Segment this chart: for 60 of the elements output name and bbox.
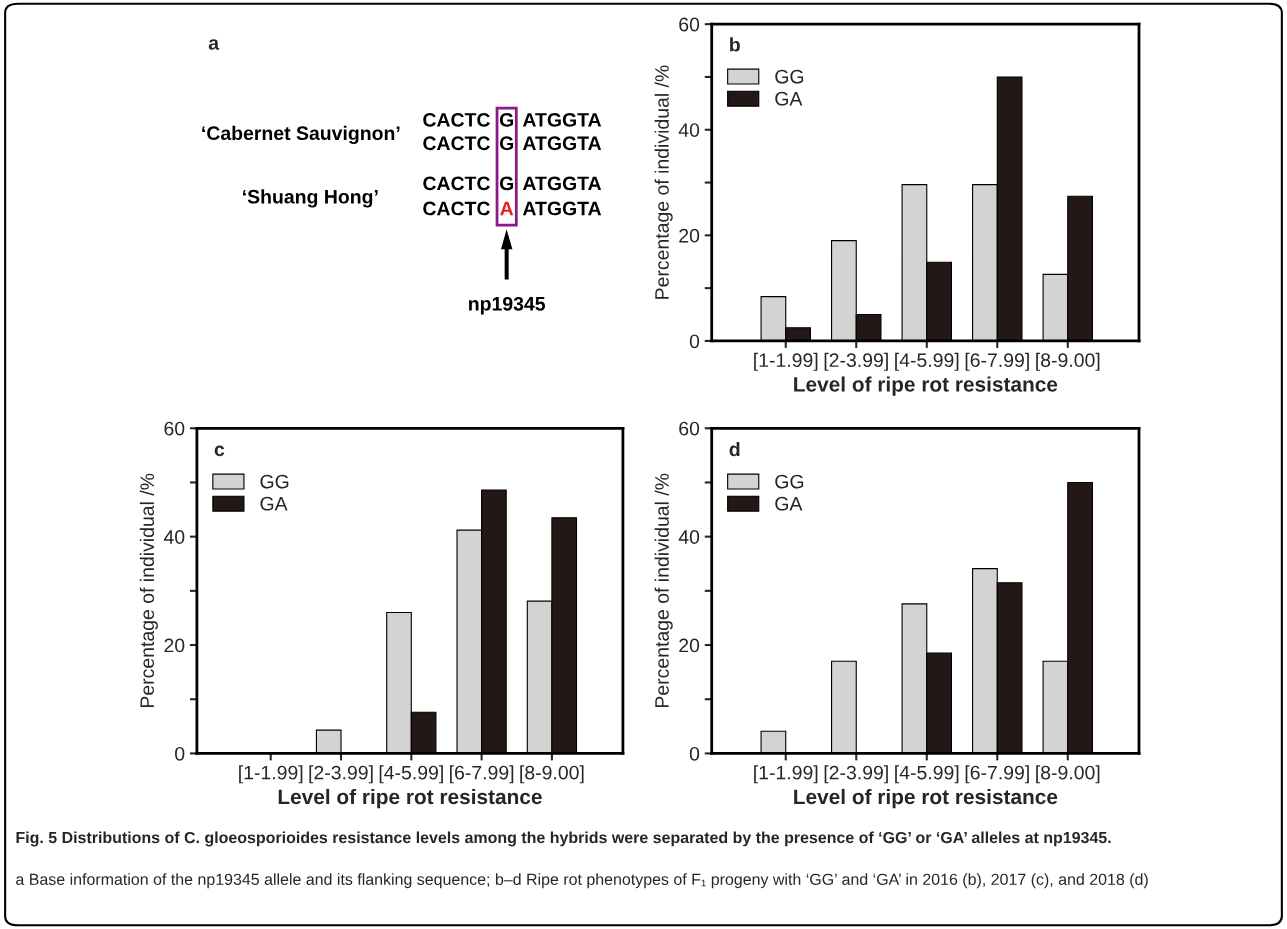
text: ATGGTA (522, 176, 602, 191)
x-axis-title: Level of ripe rot resistance (794, 376, 1058, 396)
x-tick-label: [6-7.99] (965, 765, 1029, 784)
x-tick-label: [1-1.99] (754, 352, 818, 371)
text: a (208, 39, 220, 50)
legend-label: GA (260, 496, 288, 511)
legend-label: GA (775, 91, 803, 106)
text: A (500, 201, 514, 216)
legend-label: GG (775, 474, 804, 489)
x-axis-title: Level of ripe rot resistance (278, 788, 542, 809)
x-tick-label: [8-9.00] (520, 765, 584, 784)
text: np19345 (469, 296, 546, 315)
y-tick-label: 0 (689, 746, 700, 761)
text: ATGGTA (522, 112, 602, 127)
y-tick-label: 60 (679, 17, 700, 32)
x-tick-label: [4-5.99] (379, 765, 443, 784)
x-tick-label: [1-1.99] (239, 765, 303, 784)
x-tick-label: [6-7.99] (965, 352, 1029, 371)
legend-label: GG (260, 474, 289, 489)
x-tick-label: [4-5.99] (895, 352, 959, 371)
y-tick-label: 40 (678, 530, 700, 544)
x-tick-label: [2-3.99] (309, 765, 373, 784)
text: G (499, 176, 514, 191)
legend-label: GA (775, 496, 803, 511)
x-tick-label: [1-1.99] (754, 765, 818, 784)
text: a Base information of the np19345 allele and its flanking sequence; b–d Ripe rot phenotypes of F₁ progeny with ‘GG’ and ‘GA’ in 2016 (b), 2017 (c), and 2018 (d) (16, 873, 1148, 889)
y-tick-label: 40 (678, 123, 700, 137)
text: CACTC (423, 201, 490, 216)
y-axis-title: Percentage of individual /% (654, 473, 673, 708)
text: CACTC (423, 176, 490, 191)
x-tick-label: [2-3.99] (824, 352, 888, 371)
x-axis-title: Level of ripe rot resistance (794, 788, 1058, 809)
legend-label: GG (775, 69, 804, 84)
y-tick-label: 20 (679, 228, 700, 243)
x-tick-label: [2-3.99] (824, 765, 888, 784)
text: G (499, 112, 514, 127)
text: G (499, 136, 514, 151)
text: ATGGTA (522, 201, 602, 216)
text: b (730, 37, 740, 52)
text: ‘Shuang Hong’ (243, 189, 378, 208)
y-tick-label: 0 (175, 746, 185, 761)
y-tick-label: 40 (163, 530, 185, 544)
text: ‘Cabernet Sauvignon’ (202, 125, 400, 144)
y-tick-label: 20 (164, 638, 185, 653)
x-tick-label: [6-7.99] (450, 765, 514, 784)
y-tick-label: 60 (679, 421, 700, 436)
caption: Fig. 5 Distributions of C. gloeosporioides resistance levels among the hybrids were separated by the presence of ‘GG’ or ‘GA’ alleles at np19345. (16, 831, 1111, 847)
text: CACTC (423, 136, 490, 151)
x-tick-label: [4-5.99] (895, 765, 959, 784)
y-tick-label: 0 (689, 334, 700, 349)
text: ATGGTA (522, 136, 602, 151)
y-tick-label: 60 (164, 421, 185, 436)
text: CACTC (423, 112, 490, 127)
y-axis-title: Percentage of individual /% (139, 473, 158, 708)
text: c (214, 445, 225, 457)
text: d (729, 441, 740, 457)
x-tick-label: [8-9.00] (1036, 765, 1100, 784)
y-axis-title: Percentage of individual /% (654, 65, 673, 299)
y-tick-label: 20 (679, 638, 700, 653)
x-tick-label: [8-9.00] (1036, 352, 1100, 371)
